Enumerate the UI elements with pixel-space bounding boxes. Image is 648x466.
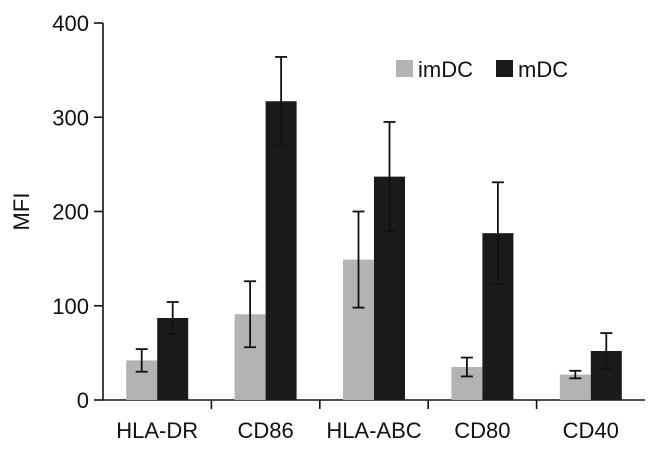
x-tick-label: CD86 xyxy=(237,418,293,443)
error-bar-mDC-CD86 xyxy=(275,56,288,147)
legend-label-mDC: mDC xyxy=(518,57,568,82)
x-tick-label: CD80 xyxy=(454,418,510,443)
error-bar-mDC-HLA-DR xyxy=(166,301,179,335)
error-bar-imDC-HLA-DR xyxy=(135,348,148,373)
bars xyxy=(126,101,622,400)
y-tick-label: 100 xyxy=(52,294,89,319)
error-bar-imDC-CD80 xyxy=(460,356,473,378)
x-tick-label: HLA-ABC xyxy=(326,418,421,443)
error-bar-mDC-CD80 xyxy=(491,181,504,285)
y-tick-label: 300 xyxy=(52,105,89,130)
error-bar-imDC-CD86 xyxy=(244,280,257,349)
legend-label-imDC: imDC xyxy=(418,57,473,82)
error-bar-mDC-CD40 xyxy=(600,332,613,370)
y-axis-title: MFI xyxy=(9,193,34,231)
x-tick-label: HLA-DR xyxy=(116,418,198,443)
error-bars xyxy=(135,56,613,380)
error-bar-mDC-HLA-ABC xyxy=(383,121,396,233)
error-bar-imDC-CD40 xyxy=(569,369,582,380)
legend-swatch-mDC xyxy=(496,60,513,77)
tick-labels: 0 100 200 300 400 MFI HLA-DR CD86 HLA-ABC CD80 CD4… xyxy=(9,11,619,443)
error-bar-imDC-HLA-ABC xyxy=(352,210,365,309)
legend-swatch-imDC xyxy=(396,60,413,77)
x-tick-label: CD40 xyxy=(563,418,619,443)
legend: imDC mDC xyxy=(396,57,568,82)
y-tick-label: 200 xyxy=(52,200,89,225)
y-tick-label: 0 xyxy=(77,388,89,413)
bar-mDC-CD86 xyxy=(265,101,297,400)
y-tick-label: 400 xyxy=(52,11,89,36)
